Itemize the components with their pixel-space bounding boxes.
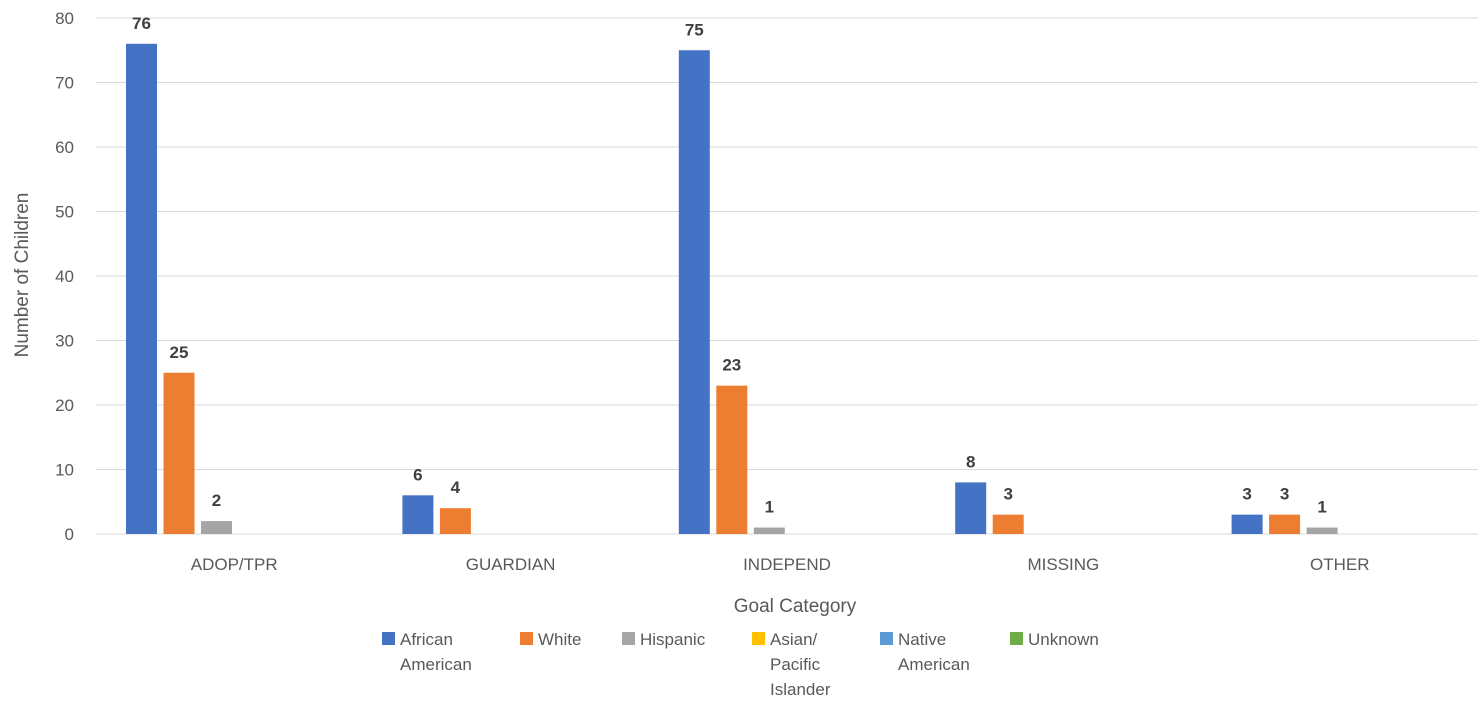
bar (716, 385, 748, 534)
x-axis-ticks: ADOP/TPR GUARDIAN INDEPEND MISSING OTHER (191, 555, 1370, 574)
data-label: 3 (1003, 485, 1012, 504)
data-labels: 76 25 2 6 4 75 23 1 8 3 3 3 1 (132, 14, 1327, 517)
bar (1269, 514, 1301, 534)
data-label: 3 (1280, 485, 1289, 504)
legend-item: Hispanic (622, 630, 706, 649)
legend-swatch (880, 632, 893, 645)
bar (992, 514, 1024, 534)
data-label: 6 (413, 465, 422, 484)
data-label: 1 (765, 498, 774, 517)
y-axis-ticks: 0 10 20 30 40 50 60 70 80 (55, 9, 74, 544)
legend-label: White (538, 630, 581, 649)
y-axis-label: Number of Children (12, 193, 33, 358)
bar (439, 508, 471, 534)
y-tick-label: 10 (55, 461, 74, 480)
legend: African American White Hispanic Asian/Pacifi… (382, 630, 1099, 699)
legend-label: Asian/ (770, 630, 818, 649)
bar (402, 495, 434, 534)
legend-item: Unknown (1010, 630, 1099, 649)
bar (163, 372, 195, 534)
y-tick-label: 0 (65, 525, 74, 544)
data-label: 75 (685, 20, 704, 39)
x-tick-label: GUARDIAN (466, 555, 556, 574)
legend-label: Unknown (1028, 630, 1099, 649)
legend-label: American (898, 655, 970, 674)
bar (1306, 527, 1338, 534)
x-tick-label: MISSING (1028, 555, 1100, 574)
x-tick-label: ADOP/TPR (191, 555, 278, 574)
y-tick-label: 30 (55, 332, 74, 351)
data-label: 3 (1242, 485, 1251, 504)
data-label: 8 (966, 452, 975, 471)
x-tick-label: OTHER (1310, 555, 1370, 574)
legend-item: African American (382, 630, 472, 674)
legend-swatch (520, 632, 533, 645)
legend-swatch (1010, 632, 1023, 645)
bar (201, 521, 232, 534)
legend-label: Hispanic (640, 630, 706, 649)
data-label: 2 (212, 491, 221, 510)
legend-item: White (520, 630, 581, 649)
legend-swatch (622, 632, 635, 645)
y-tick-label: 80 (55, 9, 74, 28)
bar (126, 43, 157, 535)
y-tick-label: 40 (55, 267, 74, 286)
data-label: 23 (722, 356, 741, 375)
y-tick-label: 50 (55, 203, 74, 222)
x-axis-label: Goal Category (734, 596, 857, 617)
data-label: 1 (1317, 498, 1326, 517)
data-label: 4 (451, 478, 461, 497)
gridlines (96, 17, 1478, 535)
legend-swatch (752, 632, 765, 645)
legend-label: Islander (770, 680, 831, 699)
y-tick-label: 20 (55, 396, 74, 415)
x-tick-label: INDEPEND (743, 555, 831, 574)
y-tick-label: 70 (55, 74, 74, 93)
data-label: 25 (170, 343, 189, 362)
bar (955, 482, 987, 534)
legend-label: Native (898, 630, 946, 649)
legend-swatch (382, 632, 395, 645)
bars (126, 43, 1338, 535)
bar (1231, 514, 1263, 534)
data-label: 76 (132, 14, 151, 33)
legend-item: Native American (880, 630, 970, 674)
legend-label: American (400, 655, 472, 674)
bar (753, 527, 785, 534)
bar (678, 50, 710, 534)
legend-item: Asian/Pacific Islander (752, 630, 831, 699)
legend-label: African (400, 630, 453, 649)
legend-label: Pacific (770, 655, 821, 674)
y-tick-label: 60 (55, 138, 74, 157)
